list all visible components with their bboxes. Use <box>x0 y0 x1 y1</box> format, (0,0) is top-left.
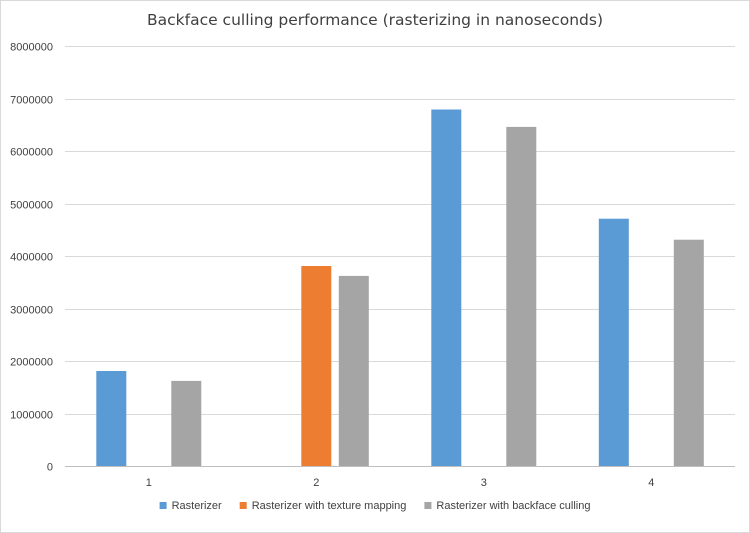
legend-item-rasterizer: Rasterizer <box>159 500 222 512</box>
bar-rasterizer-cat-4 <box>598 218 629 466</box>
legend-item-rasterizer-with-texture-mapping: Rasterizer with texture mapping <box>239 500 407 512</box>
y-axis-tick-labels: 0 1000000 2000000 3000000 4000000 5000000 6000… <box>10 42 53 474</box>
bar-rasterizer-with-backface-culling-cat-3 <box>506 126 537 467</box>
y-tick-label: 0 <box>47 462 53 474</box>
y-tick-label: 6000000 <box>10 147 53 159</box>
bar-rasterizer-cat-1 <box>96 371 127 466</box>
bar-rasterizer-with-backface-culling-cat-1 <box>171 380 202 466</box>
chart-title: Backface culling performance (rasterizin… <box>147 11 603 29</box>
legend-swatch <box>424 502 432 509</box>
legend-label: Rasterizer <box>172 500 222 512</box>
y-tick-label: 1000000 <box>10 410 53 422</box>
x-tick-label: 2 <box>313 477 319 489</box>
y-tick-label: 2000000 <box>10 357 53 369</box>
gridlines <box>65 46 735 415</box>
bar-rasterizer-with-backface-culling-cat-4 <box>673 239 704 466</box>
legend-swatch <box>239 502 247 509</box>
legend-swatch <box>159 502 167 509</box>
y-tick-label: 5000000 <box>10 200 53 212</box>
bar-rasterizer-with-texture-mapping-cat-2 <box>301 266 332 466</box>
bars <box>96 109 704 467</box>
y-tick-label: 3000000 <box>10 305 53 317</box>
bar-rasterizer-cat-3 <box>431 109 462 466</box>
y-tick-label: 7000000 <box>10 95 53 107</box>
legend-label: Rasterizer with texture mapping <box>252 500 407 512</box>
y-tick-label: 4000000 <box>10 252 53 264</box>
legend-item-rasterizer-with-backface-culling: Rasterizer with backface culling <box>424 500 590 512</box>
x-axis-tick-labels: 1 2 3 4 <box>146 477 655 489</box>
x-tick-label: 3 <box>481 477 487 489</box>
x-tick-label: 4 <box>648 477 654 489</box>
legend-label: Rasterizer with backface culling <box>436 500 590 512</box>
x-tick-label: 1 <box>146 477 152 489</box>
bar-rasterizer-with-backface-culling-cat-2 <box>338 275 369 466</box>
legend: Rasterizer Rasterizer with texture mappin… <box>159 500 590 512</box>
y-tick-label: 8000000 <box>10 42 53 54</box>
